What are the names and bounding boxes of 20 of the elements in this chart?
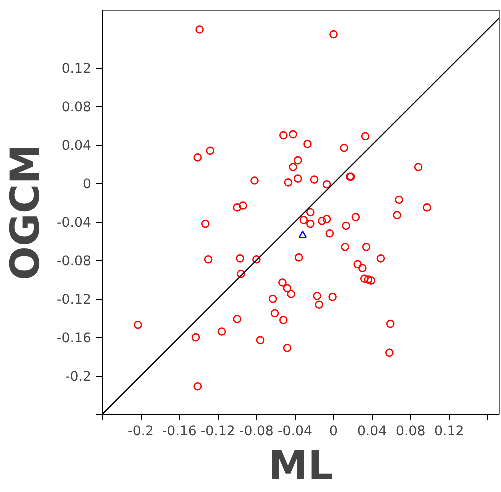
y-axis-title: OGCM — [3, 144, 50, 280]
x-axis-title: ML — [268, 444, 334, 490]
x-tick-label: -0.04 — [278, 424, 312, 440]
y-tick-label: 0.12 — [62, 62, 92, 78]
x-tick-label: -0.2 — [128, 424, 154, 440]
y-tick-label: -0.12 — [57, 293, 92, 308]
x-tick-label: 0 — [330, 424, 338, 440]
y-tick-label: 0.08 — [62, 100, 92, 116]
y-tick-label: -0.08 — [57, 254, 92, 270]
y-tick-label: 0.04 — [62, 139, 92, 154]
y-tick-label: -0.04 — [57, 216, 92, 232]
x-tick-label: 0.04 — [357, 424, 388, 440]
y-tick-label: 0 — [83, 178, 92, 193]
x-tick-label: -0.08 — [239, 424, 274, 440]
x-tick-label: 0.12 — [434, 424, 464, 440]
y-tick-label: -0.16 — [57, 332, 92, 347]
x-tick-label: -0.12 — [200, 424, 236, 440]
x-tick-label: -0.16 — [162, 424, 197, 440]
x-tick-label: 0.08 — [396, 424, 426, 440]
y-tick-label: -0.2 — [65, 370, 92, 386]
